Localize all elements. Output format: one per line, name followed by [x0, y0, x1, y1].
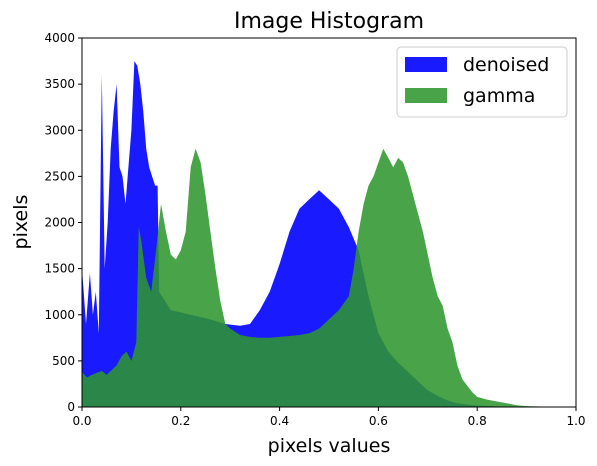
legend-label-gamma: gamma	[463, 85, 535, 107]
area-gamma	[82, 148, 576, 407]
x-tick-label: 0.4	[270, 414, 289, 428]
legend-label-denoised: denoised	[463, 54, 549, 76]
y-axis-label: pixels	[10, 195, 32, 250]
y-tick-label: 4000	[44, 31, 75, 45]
x-axis-ticks: 0.0 0.2 0.4 0.6 0.8 1.0	[72, 407, 586, 428]
legend-swatch-gamma	[405, 88, 447, 103]
y-tick-label: 2500	[44, 169, 75, 183]
x-tick-label: 0.2	[171, 414, 190, 428]
y-tick-label: 1500	[44, 262, 75, 276]
x-tick-label: 0.8	[468, 414, 487, 428]
x-tick-label: 0.6	[369, 414, 388, 428]
y-tick-label: 3000	[44, 123, 75, 137]
x-tick-label: 1.0	[566, 414, 585, 428]
y-tick-label: 2000	[44, 216, 75, 230]
plot-areas	[82, 61, 576, 407]
chart-title: Image Histogram	[234, 9, 424, 34]
legend: denoised gamma	[396, 46, 568, 118]
y-axis-ticks: 0 500 1000 1500 2000 2500 3000 3500 4000	[44, 31, 82, 414]
y-tick-label: 1000	[44, 308, 75, 322]
y-tick-label: 3500	[44, 77, 75, 91]
legend-swatch-denoised	[405, 57, 447, 72]
y-tick-label: 0	[67, 400, 75, 414]
x-tick-label: 0.0	[72, 414, 91, 428]
y-tick-label: 500	[52, 354, 75, 368]
x-axis-label: pixels values	[268, 435, 391, 457]
